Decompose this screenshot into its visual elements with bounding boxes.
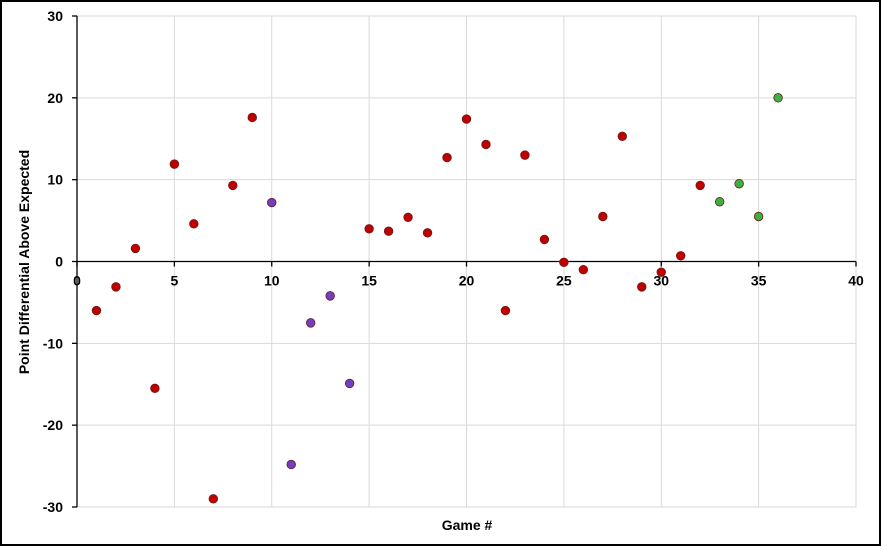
x-tick-label: 0: [73, 273, 81, 289]
data-point: [228, 180, 238, 191]
x-tick-labels: 0 5 10 15 20 25 30 35 40: [73, 273, 864, 289]
data-point: [91, 305, 102, 316]
y-axis-title: Point Differential Above Expected: [16, 150, 32, 374]
data-point: [520, 150, 530, 160]
x-tick-label: 25: [556, 273, 572, 289]
y-tick-label: 0: [55, 254, 63, 270]
data-point: [676, 251, 686, 261]
y-tick-label: -20: [43, 417, 63, 433]
data-point: [637, 282, 647, 292]
data-point: [500, 305, 511, 316]
data-point: [734, 179, 744, 189]
data-point: [169, 159, 180, 169]
data-point: [189, 219, 199, 229]
data-point: [403, 212, 413, 223]
data-point: [422, 228, 433, 238]
data-point: [286, 459, 296, 470]
data-point: [578, 264, 589, 275]
data-point: [539, 234, 550, 245]
data-point: [695, 180, 705, 191]
data-points: [91, 93, 783, 504]
x-tick-label: 35: [751, 273, 767, 289]
y-tick-label: -30: [43, 499, 63, 515]
x-tick-label: 40: [848, 273, 864, 289]
data-point: [656, 267, 666, 277]
data-point: [130, 243, 141, 254]
x-tick-label: 30: [653, 273, 669, 289]
data-point: [753, 211, 764, 222]
data-point: [714, 197, 725, 207]
y-tick-labels: -30 -20 -10 0 10 20 30: [43, 8, 63, 515]
data-point: [442, 152, 452, 163]
data-point: [267, 197, 277, 208]
x-tick-label: 10: [264, 273, 280, 289]
axes: [72, 15, 857, 508]
y-tick-label: 30: [47, 8, 63, 24]
data-point: [461, 114, 472, 124]
y-tick-label: -10: [43, 335, 63, 351]
data-point: [773, 93, 783, 103]
data-point: [344, 378, 355, 389]
data-point: [150, 383, 160, 394]
x-tick-label: 5: [170, 273, 178, 289]
data-point: [306, 318, 316, 328]
data-point: [111, 282, 121, 292]
x-tick-label: 20: [459, 273, 475, 289]
data-point: [325, 291, 335, 301]
y-tick-label: 20: [47, 90, 63, 106]
data-point: [559, 257, 569, 268]
data-point: [247, 112, 257, 123]
data-point: [208, 494, 219, 504]
x-tick-label: 15: [361, 273, 377, 289]
x-axis-title: Game #: [442, 517, 493, 533]
data-point: [598, 211, 608, 222]
data-point: [617, 131, 628, 141]
y-tick-label: 10: [47, 172, 63, 188]
data-point: [481, 139, 491, 150]
data-point: [383, 226, 394, 236]
data-point: [364, 224, 374, 234]
